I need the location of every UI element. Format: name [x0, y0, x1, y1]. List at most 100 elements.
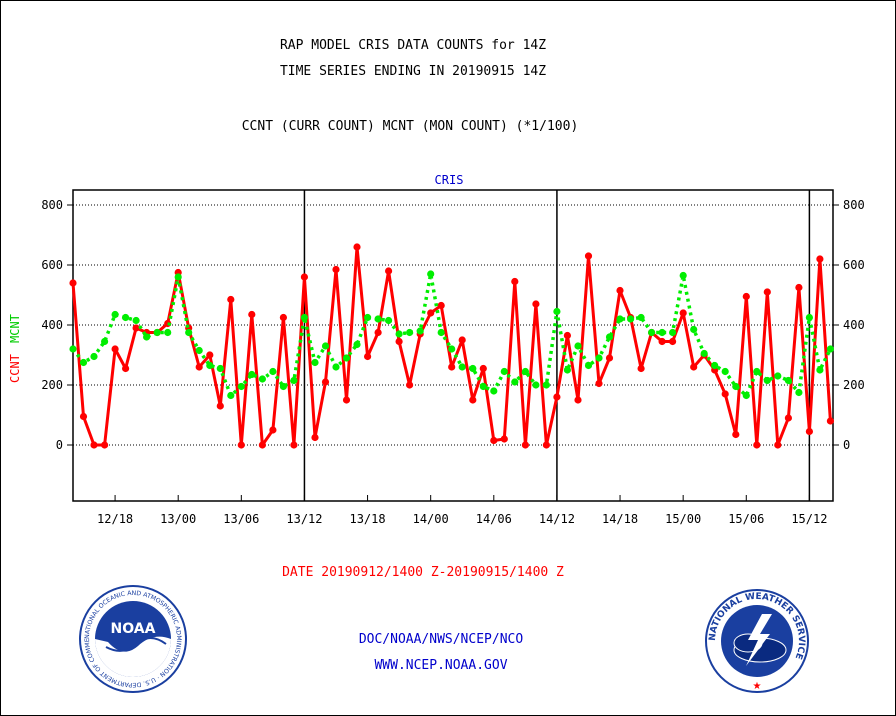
vertical-separators: [303, 190, 811, 501]
data-point-ccnt: [732, 430, 740, 439]
data-point-ccnt: [79, 412, 88, 421]
noaa-logo-text: NOAA: [111, 621, 156, 637]
noaa-logo: NOAA NATIONAL OCEANIC AND ATMOSPHERIC AD…: [78, 584, 187, 693]
data-point-ccnt: [111, 345, 119, 353]
data-point-mcnt: [406, 328, 414, 337]
data-point-mcnt: [437, 328, 445, 337]
data-point-ccnt: [511, 277, 519, 286]
data-point-mcnt: [374, 315, 382, 323]
series-mcnt: [69, 270, 835, 400]
data-point-mcnt: [774, 372, 782, 380]
chart-title-line2: TIME SERIES ENDING IN 20190915 14Z: [279, 64, 547, 79]
data-point-mcnt: [206, 361, 214, 370]
data-point-ccnt: [290, 441, 298, 449]
data-point-mcnt: [500, 367, 508, 376]
series-layer: [69, 243, 835, 449]
data-point-mcnt: [616, 315, 624, 323]
data-point-ccnt: [458, 336, 466, 344]
data-point-ccnt: [490, 436, 498, 445]
data-point-mcnt: [469, 364, 477, 373]
data-point-ccnt: [311, 433, 319, 442]
data-point-ccnt: [206, 351, 214, 359]
data-point-mcnt: [342, 354, 351, 362]
data-point-mcnt: [248, 370, 256, 379]
data-point-mcnt: [321, 342, 330, 350]
data-point-ccnt: [690, 363, 698, 371]
x-tick-label: 15/06: [728, 512, 764, 526]
data-point-mcnt: [132, 316, 140, 325]
data-point-ccnt: [90, 441, 98, 449]
data-point-mcnt: [69, 345, 77, 353]
data-point-ccnt: [553, 393, 561, 401]
y-tick-label-left: 800: [41, 198, 63, 212]
data-point-mcnt: [732, 382, 740, 391]
data-point-mcnt: [711, 361, 719, 370]
data-point-ccnt: [563, 331, 572, 340]
data-point-ccnt: [500, 435, 508, 443]
nws-star-icon: ★: [753, 681, 762, 692]
y-tick-label-left: 0: [56, 438, 63, 452]
data-point-ccnt: [763, 288, 771, 296]
chart-subtitle: CCNT (CURR COUNT) MCNT (MON COUNT) (*1/1…: [241, 119, 579, 134]
data-point-mcnt: [164, 328, 172, 337]
data-point-ccnt: [805, 427, 814, 436]
data-point-mcnt: [258, 375, 266, 383]
nws-logo: NATIONAL WEATHER SERVICE ★: [705, 589, 809, 693]
data-point-ccnt: [795, 283, 803, 292]
data-point-ccnt: [237, 441, 245, 449]
data-point-ccnt: [353, 243, 361, 251]
data-point-ccnt: [69, 279, 77, 287]
data-point-mcnt: [479, 382, 487, 391]
data-point-ccnt: [574, 396, 582, 404]
data-point-ccnt: [406, 381, 414, 389]
data-point-ccnt: [216, 402, 224, 410]
x-tick-label: 13/00: [160, 512, 196, 526]
y-axis-label-mcnt: MCNT: [8, 314, 22, 343]
data-point-ccnt: [479, 364, 487, 373]
data-point-ccnt: [427, 309, 435, 317]
y-axis-ticks: 0 0 200 200 400 400 600 600 800 800: [41, 198, 864, 452]
series-ccnt: [69, 243, 835, 449]
data-point-mcnt: [216, 364, 224, 373]
date-range-label: DATE 20190912/1400 Z-20190915/1400 Z: [282, 565, 564, 580]
data-point-mcnt: [669, 328, 677, 337]
data-point-mcnt: [416, 327, 424, 335]
data-point-ccnt: [816, 255, 824, 263]
x-tick-label: 14/06: [476, 512, 512, 526]
data-point-mcnt: [763, 376, 771, 385]
y-axis-label-ccnt: CCNT: [8, 354, 22, 383]
data-point-ccnt: [258, 441, 266, 449]
data-point-ccnt: [279, 313, 287, 322]
y-tick-label-right: 0: [843, 438, 850, 452]
data-point-mcnt: [784, 376, 793, 385]
data-point-mcnt: [448, 345, 456, 353]
data-point-mcnt: [816, 366, 824, 374]
data-point-ccnt: [774, 441, 782, 449]
data-point-mcnt: [679, 271, 687, 280]
x-tick-label: 12/18: [97, 512, 133, 526]
data-point-ccnt: [584, 252, 593, 260]
data-point-ccnt: [374, 328, 382, 337]
data-point-ccnt: [269, 426, 277, 434]
data-point-mcnt: [227, 391, 235, 400]
data-point-ccnt: [448, 363, 456, 371]
data-point-mcnt: [648, 328, 656, 337]
data-point-mcnt: [395, 330, 403, 338]
x-tick-label: 14/18: [602, 512, 638, 526]
data-point-ccnt: [469, 396, 477, 404]
data-point-mcnt: [332, 363, 340, 371]
credit-line1: DOC/NOAA/NWS/NCEP/NCO: [358, 632, 524, 647]
data-point-ccnt: [605, 354, 614, 362]
data-point-mcnt: [553, 307, 561, 316]
data-point-ccnt: [122, 364, 130, 373]
data-point-ccnt: [385, 267, 393, 275]
data-point-ccnt: [195, 363, 203, 371]
data-point-mcnt: [385, 316, 393, 325]
y-tick-label-right: 600: [843, 258, 865, 272]
data-point-mcnt: [111, 310, 119, 319]
data-point-ccnt: [321, 378, 330, 386]
data-point-ccnt: [669, 337, 677, 346]
data-point-mcnt: [627, 315, 635, 323]
data-point-ccnt: [532, 300, 540, 308]
data-point-ccnt: [658, 337, 666, 346]
